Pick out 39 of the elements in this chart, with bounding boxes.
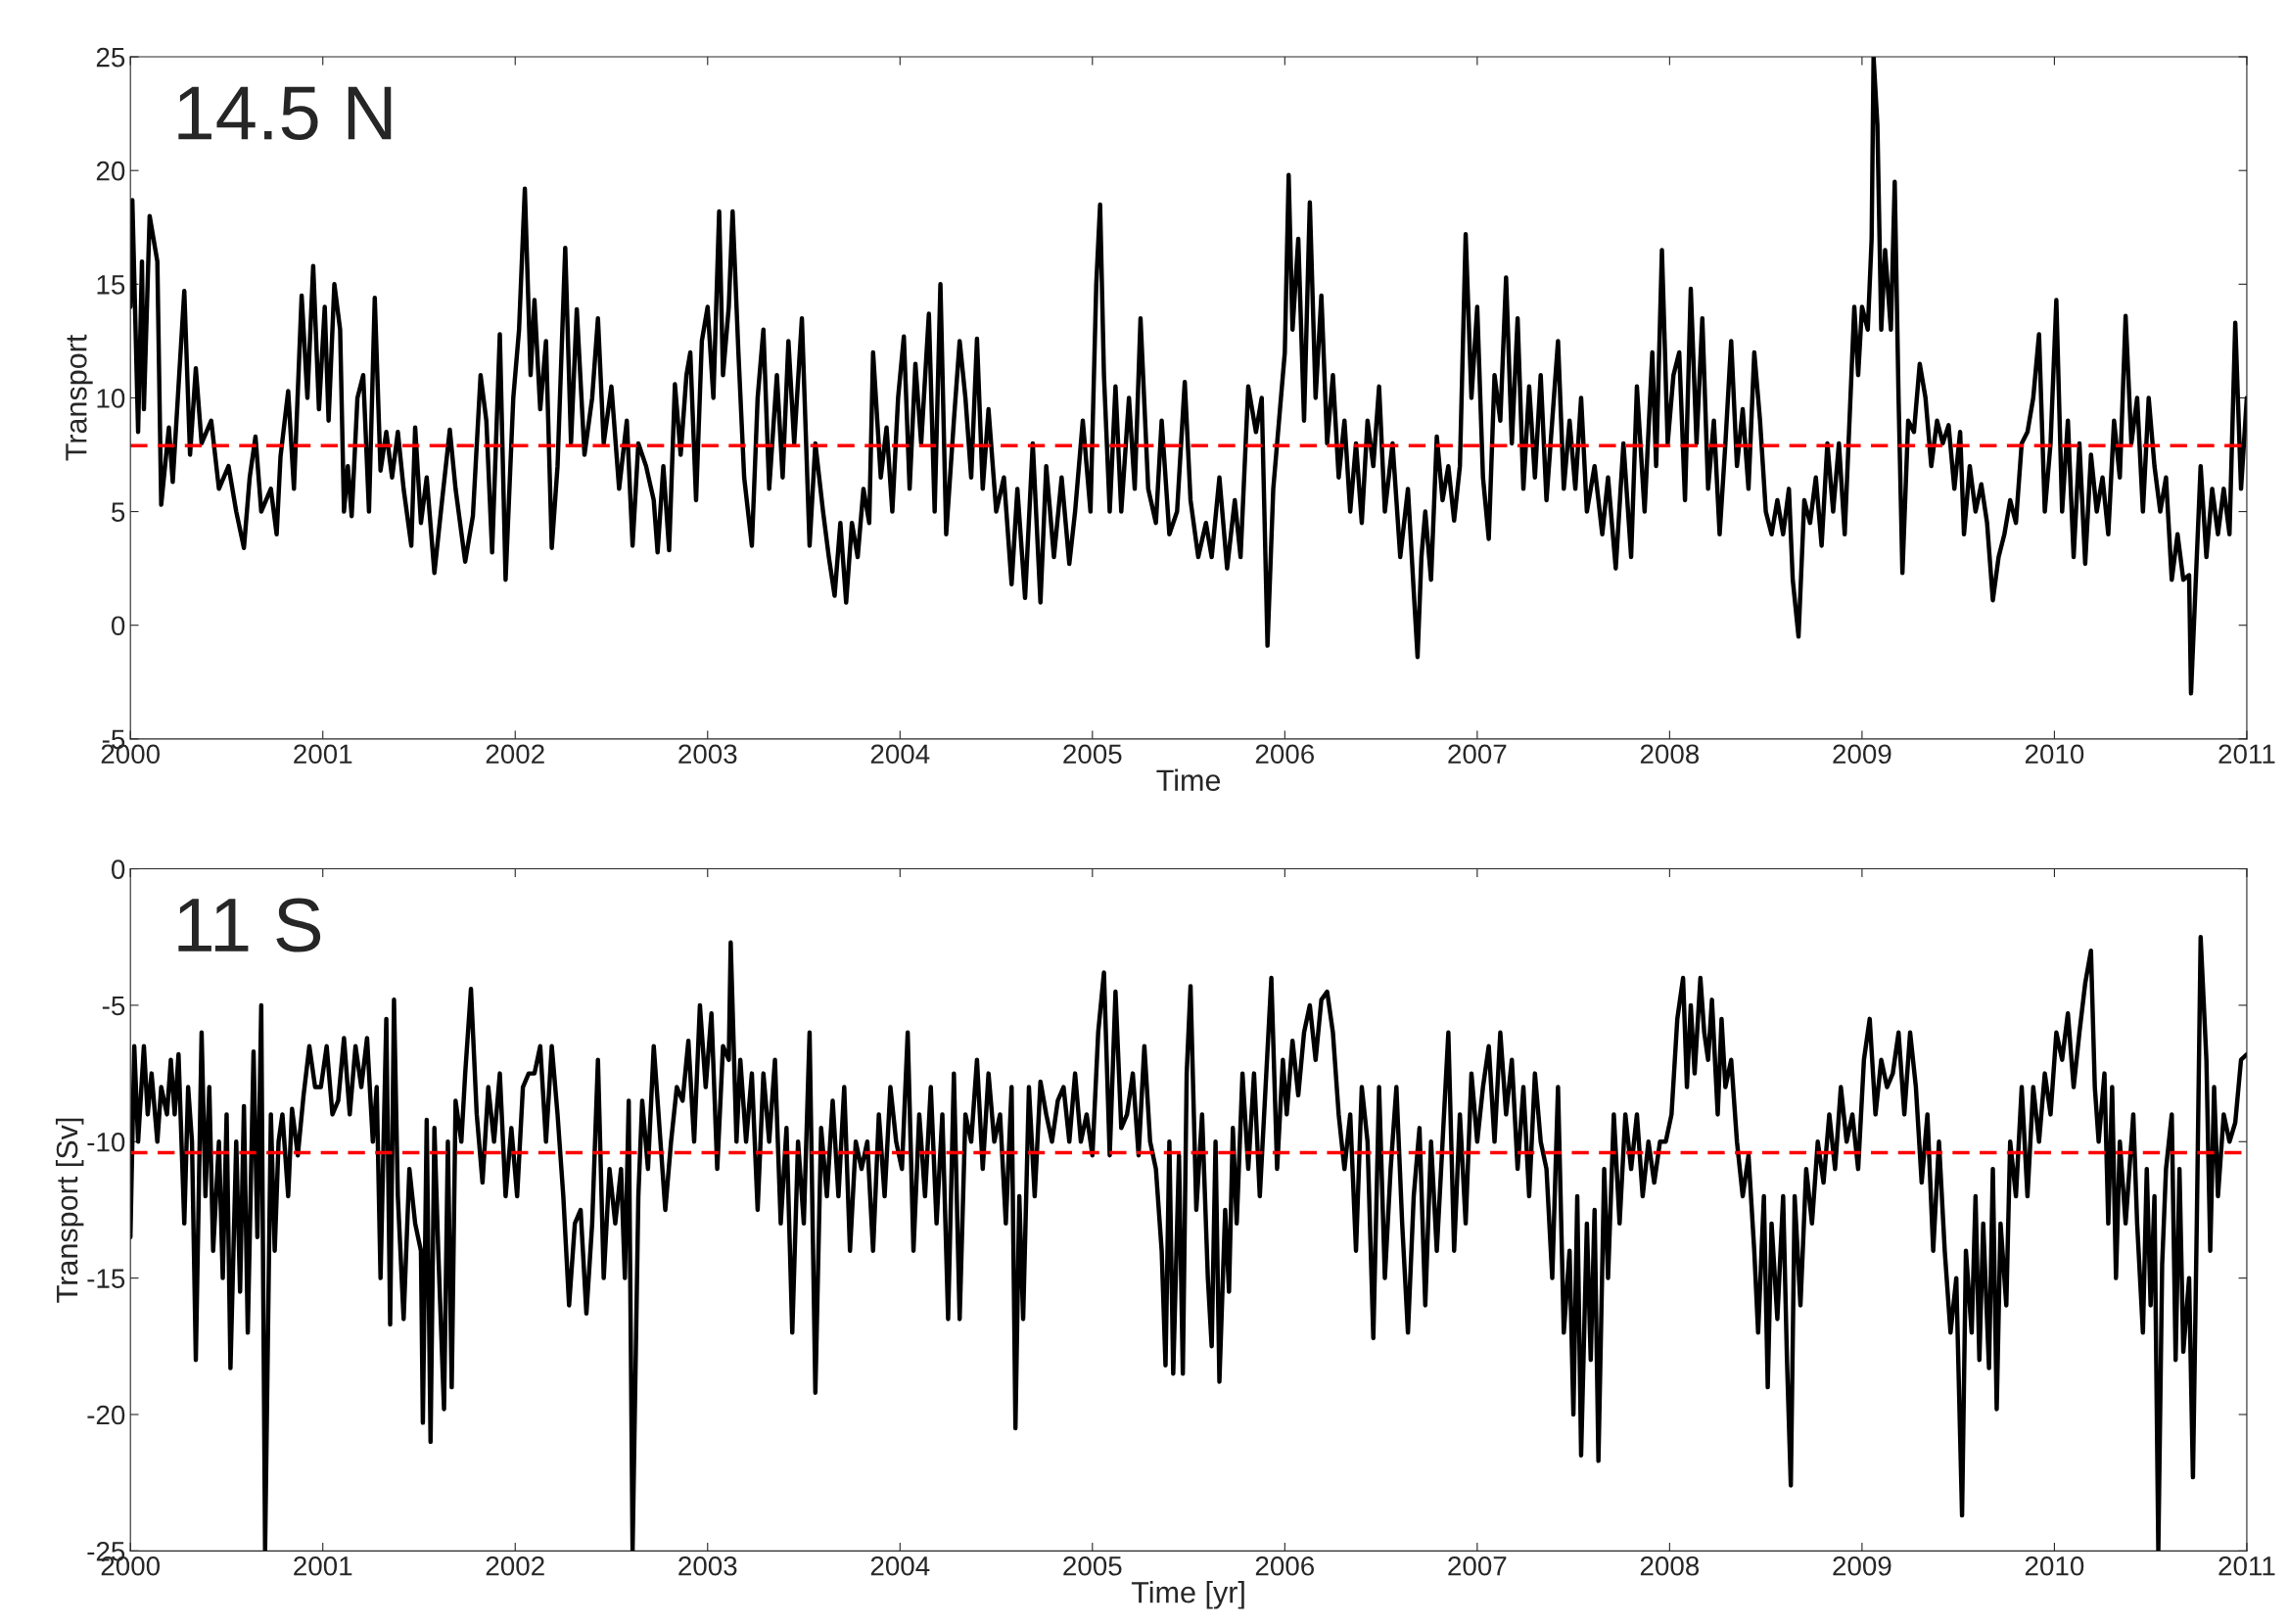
x-tick-label: 2010 bbox=[2025, 1555, 2084, 1576]
x-tick-label: 2008 bbox=[1640, 1555, 1700, 1576]
x-tick-label: 2008 bbox=[1640, 744, 1700, 765]
y-tick-label: 15 bbox=[97, 275, 125, 295]
x-tick-label: 2001 bbox=[294, 744, 352, 765]
x-tick-label: 2006 bbox=[1255, 1555, 1315, 1576]
x-axis-title: Time [yr] bbox=[1131, 1581, 1244, 1609]
x-tick-label: 2002 bbox=[486, 1555, 544, 1576]
x-tick-label: 2005 bbox=[1063, 1555, 1122, 1576]
y-tick-label: 5 bbox=[112, 502, 125, 522]
y-tick-label: -20 bbox=[87, 1405, 125, 1425]
y-tick-label: 25 bbox=[96, 47, 125, 68]
annotation: 14.5 N bbox=[178, 86, 392, 141]
y-tick-label: 20 bbox=[96, 161, 125, 181]
y-tick-label: -5 bbox=[102, 996, 125, 1016]
x-tick-label: 2005 bbox=[1063, 744, 1122, 765]
x-tick-label: 2011 bbox=[2218, 744, 2275, 765]
x-tick-label: 2009 bbox=[1833, 744, 1891, 765]
y-axis-title: Transport bbox=[66, 334, 93, 461]
y-tick-label: 0 bbox=[111, 859, 125, 879]
y-tick-label: -15 bbox=[87, 1269, 125, 1288]
x-axis-title: Time bbox=[1156, 768, 1221, 792]
y-tick-label: 10 bbox=[97, 389, 125, 408]
annotation: 11 S bbox=[178, 898, 321, 952]
x-tick-label: 2004 bbox=[870, 744, 930, 765]
x-tick-label: 2011 bbox=[2218, 1555, 2275, 1576]
x-tick-label: 2004 bbox=[870, 1555, 930, 1576]
x-tick-label: 2003 bbox=[678, 1555, 737, 1576]
x-tick-label: 2006 bbox=[1255, 744, 1315, 765]
y-tick-label: 0 bbox=[111, 616, 125, 636]
y-tick-label: -10 bbox=[87, 1132, 125, 1152]
x-tick-label: 2007 bbox=[1448, 744, 1507, 765]
x-tick-label: 2009 bbox=[1833, 1555, 1891, 1576]
x-tick-label: 2003 bbox=[678, 744, 737, 765]
x-tick-label: 2002 bbox=[486, 744, 544, 765]
x-tick-label: 2001 bbox=[294, 1555, 352, 1576]
y-axis-title: Transport [Sv] bbox=[55, 1118, 84, 1303]
x-tick-label: 2010 bbox=[2025, 744, 2084, 765]
x-tick-label: 2007 bbox=[1448, 1555, 1507, 1576]
